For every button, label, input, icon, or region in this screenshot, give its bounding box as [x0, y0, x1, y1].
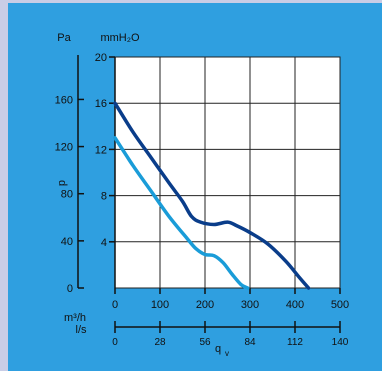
pa-tick-label: 40 — [61, 236, 73, 248]
chart-panel: 4 8 12 16 20 0 40 80 120 160 Pa mmH₂O p 0 100 200 300 400… — [8, 3, 382, 371]
ls-tick-label: 84 — [244, 337, 256, 348]
x-axis-label: q — [215, 343, 221, 355]
pa-tick-label: 0 — [67, 283, 73, 295]
series-line-1 — [113, 101, 311, 290]
mmh2o-tick-label: 12 — [95, 144, 107, 156]
mmh2o-tick-label: 20 — [95, 52, 107, 64]
pa-tick-label: 120 — [55, 142, 73, 154]
mmh2o-tick-label: 8 — [101, 191, 107, 203]
m3h-tick-label: 500 — [331, 299, 349, 311]
pa-tick-label: 80 — [61, 189, 73, 201]
mmh2o-tick-label: 16 — [95, 98, 107, 110]
m3h-tick-label: 300 — [241, 299, 259, 311]
ls-tick-label: 140 — [332, 337, 349, 348]
ls-unit-label: l/s — [76, 324, 88, 336]
ls-tick-label: 56 — [199, 337, 211, 348]
m3h-tick-label: 200 — [196, 299, 214, 311]
ls-tick-label: 28 — [154, 337, 166, 348]
pa-tick-label: 160 — [55, 94, 73, 106]
y-axis-label: p — [56, 180, 68, 186]
ls-tick-label: 0 — [112, 337, 118, 348]
mmh2o-tick-label: 4 — [101, 237, 107, 249]
m3h-tick-label: 100 — [151, 299, 169, 311]
series-line-2 — [113, 136, 250, 290]
m3h-tick-label: 0 — [112, 299, 118, 311]
mmh2o-unit-label: mmH₂O — [100, 32, 140, 44]
m3h-tick-label: 400 — [286, 299, 304, 311]
x-axis-label-subscript: v — [225, 349, 229, 358]
plot-area — [115, 57, 340, 288]
ls-tick-label: 112 — [287, 337, 303, 348]
pa-unit-label: Pa — [57, 32, 71, 44]
m3h-unit-label: m³/h — [64, 312, 86, 324]
